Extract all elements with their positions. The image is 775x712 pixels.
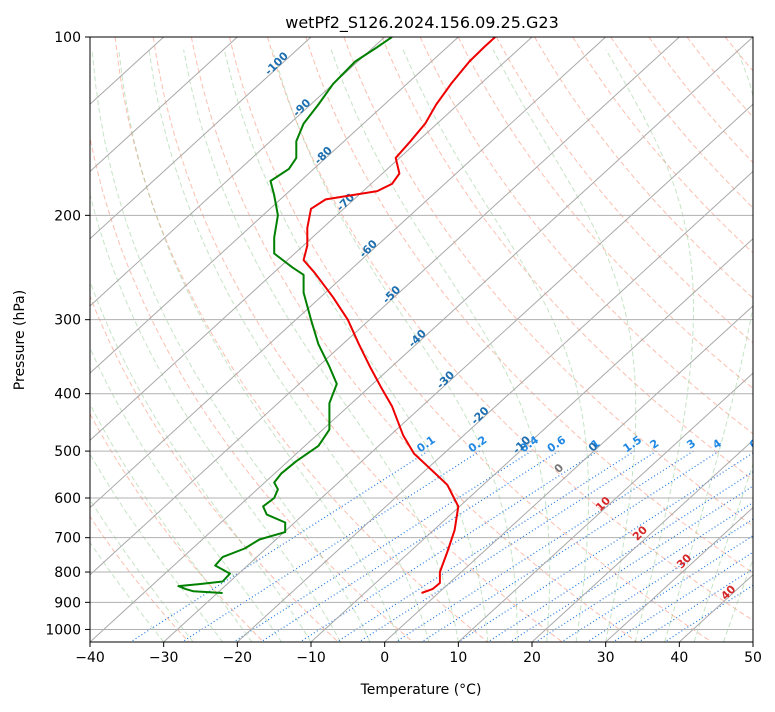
y-tick-label: 600: [54, 491, 81, 507]
x-tick-label: 20: [523, 650, 541, 666]
x-tick-label: 0: [380, 650, 389, 666]
y-tick-label: 300: [54, 313, 81, 329]
y-tick-label: 700: [54, 531, 81, 547]
y-axis-label: Pressure (hPa): [12, 290, 28, 390]
x-tick-label: 10: [449, 650, 467, 666]
x-tick-label: −40: [75, 650, 105, 666]
x-tick-label: 50: [744, 650, 762, 666]
x-axis-label: Temperature (°C): [360, 682, 482, 698]
y-tick-label: 1000: [45, 622, 81, 638]
x-tick-label: −30: [149, 650, 179, 666]
y-tick-label: 500: [54, 444, 81, 460]
y-tick-label: 800: [54, 565, 81, 581]
y-tick-label: 200: [54, 208, 81, 224]
y-tick-label: 900: [54, 595, 81, 611]
x-tick-label: −20: [223, 650, 253, 666]
x-tick-label: 40: [670, 650, 688, 666]
x-tick-label: −10: [296, 650, 326, 666]
y-tick-label: 100: [54, 30, 81, 46]
y-tick-label: 400: [54, 387, 81, 403]
x-tick-label: 30: [597, 650, 615, 666]
chart-title: wetPf2_S126.2024.156.09.25.G23: [285, 13, 559, 33]
